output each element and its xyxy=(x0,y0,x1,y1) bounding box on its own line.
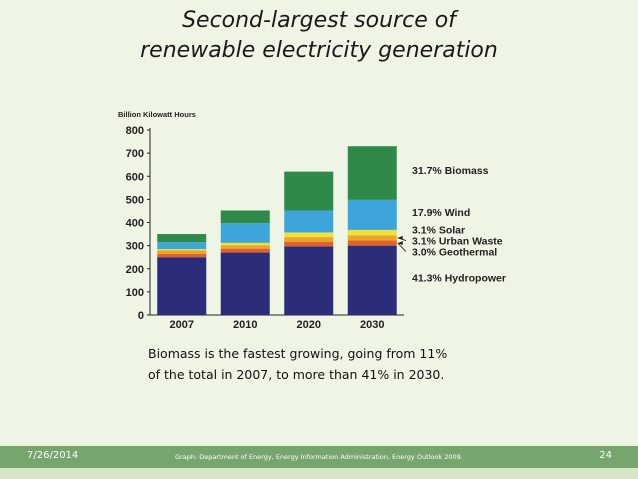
series-label: 31.7% Biomass xyxy=(412,165,489,177)
bar-segment xyxy=(347,235,397,241)
bar-segment xyxy=(284,237,334,242)
bar-segment xyxy=(347,146,397,200)
bar-segment xyxy=(284,171,334,211)
footer-source: Graph: Department of Energy, Energy Info… xyxy=(175,453,463,461)
footer-bar: 7/26/2014 Graph: Department of Energy, E… xyxy=(0,446,638,468)
bar-segment xyxy=(157,242,207,250)
x-tick-label: 2020 xyxy=(297,319,321,329)
plot-area: 0 100 200 300 400 500 600 700 800 2007 2010 2020 203… xyxy=(126,125,506,329)
series-label: 17.9% Wind xyxy=(412,207,470,219)
bar-segment xyxy=(157,249,207,251)
page-number: 24 xyxy=(599,450,612,461)
bar-segment xyxy=(284,241,334,247)
y-axis-label: Billion Kilowatt Hours xyxy=(118,110,196,119)
y-tick-label: 100 xyxy=(126,287,144,299)
caption: Biomass is the fastest growing, going fr… xyxy=(148,343,478,385)
y-tick-label: 500 xyxy=(126,194,144,206)
bar-segment xyxy=(284,232,334,238)
bar-segment xyxy=(347,240,397,246)
bar-segment xyxy=(220,242,270,246)
caption-line-1: Biomass is the fastest growing, going fr… xyxy=(148,346,448,361)
x-tick-label: 2007 xyxy=(170,319,194,329)
bar-segment xyxy=(284,246,334,315)
bar-segment xyxy=(220,248,270,253)
title-line-2: renewable electricity generation xyxy=(140,38,498,63)
y-tick-label: 300 xyxy=(126,241,144,253)
bar-segment xyxy=(220,223,270,243)
bar-segment xyxy=(347,229,397,236)
series-label: 3.1% Solar xyxy=(412,225,465,237)
footer-band xyxy=(0,468,638,479)
label-leader-line xyxy=(397,242,407,252)
series-label: 3.0% Geothermal xyxy=(412,247,497,259)
y-tick-label: 700 xyxy=(126,148,144,160)
caption-line-2: of the total in 2007, to more than 41% i… xyxy=(148,367,445,382)
bar-segment xyxy=(157,257,207,315)
bar-segment xyxy=(347,199,397,230)
series-label: 41.3% Hydropower xyxy=(412,272,506,284)
title-line-1: Second-largest source of xyxy=(182,8,456,33)
label-arrowhead xyxy=(397,235,403,240)
y-tick-label: 800 xyxy=(126,125,144,137)
x-tick-label: 2010 xyxy=(233,319,257,329)
series-label: 3.1% Urban Waste xyxy=(412,236,503,248)
slide-title: Second-largest source of renewable elect… xyxy=(0,6,638,66)
bar-segment xyxy=(284,210,334,233)
footer-date: 7/26/2014 xyxy=(27,450,79,461)
y-tick-label: 200 xyxy=(126,264,144,276)
bar-segment xyxy=(157,253,207,258)
y-tick-label: 400 xyxy=(126,218,144,230)
stacked-bar-chart: Billion Kilowatt Hours 0 100 200 300 400 500 6… xyxy=(118,110,506,329)
bar-segment xyxy=(157,250,207,254)
bar-segment xyxy=(220,210,270,224)
bar-segment xyxy=(220,245,270,249)
bar-segment xyxy=(347,245,397,315)
x-tick-label: 2030 xyxy=(360,319,384,329)
y-tick-label: 600 xyxy=(126,171,144,183)
bar-segment xyxy=(157,234,207,243)
label-arrowhead xyxy=(397,241,403,246)
bar-segment xyxy=(220,252,270,315)
y-tick-label: 0 xyxy=(138,310,144,322)
